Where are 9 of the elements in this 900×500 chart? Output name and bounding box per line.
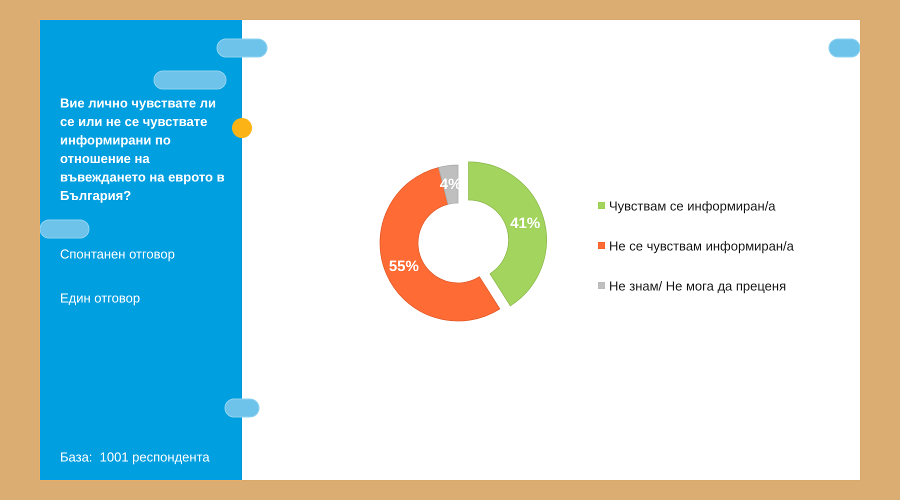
legend-label: Не се чувствам информиран/а [609,238,795,254]
legend-label: Не знам/ Не мога да преценя [609,278,786,294]
data-label: 55% [388,258,419,275]
text: Спонтанен отговор [60,246,175,262]
legend-label: Чувствам се информиран/а [609,198,776,214]
text: Един отговор [60,290,140,306]
text: База: 1001 респондента [60,450,210,464]
data-label: 41% [510,214,540,232]
text: Вие лично чувствате ли се или не се чувствате информирани по отношение на въвеждането на еврото в България? [60,96,225,203]
